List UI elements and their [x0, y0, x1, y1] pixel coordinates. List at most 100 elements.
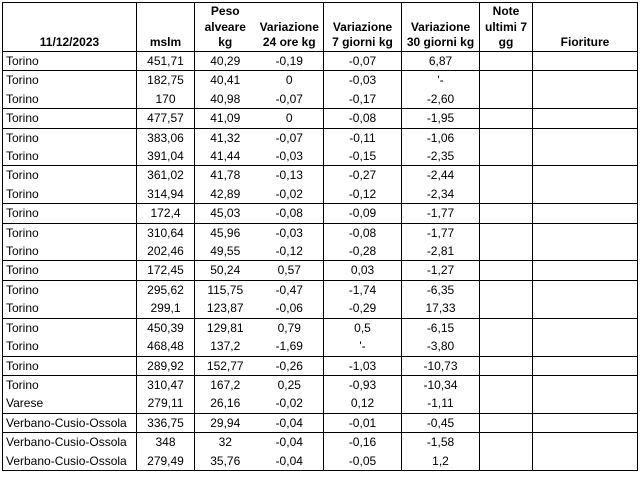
cell-peso-alveare-kg[interactable]: 152,77 [194, 355, 256, 376]
cell-location[interactable]: Verbano-Cusio-Ossola [6, 453, 127, 468]
cell-peso-alveare-kg[interactable]: 45,03 [194, 203, 256, 224]
cell-variazione-7-giorni-kg[interactable]: -0,08 [323, 222, 402, 243]
cell-fioriture[interactable] [532, 242, 638, 261]
cell-variazione-30-giorni-kg[interactable]: -3,80 [401, 337, 480, 356]
cell-variazione-24-ore-kg[interactable]: -0,07 [275, 91, 303, 106]
cell-variazione-24-ore-kg[interactable]: -0,19 [255, 50, 324, 71]
cell-note[interactable] [479, 451, 533, 471]
cell-location[interactable]: Torino [2, 127, 137, 148]
cell-variazione-24-ore-kg[interactable]: -0,47 [255, 279, 324, 300]
cell-variazione-24-ore-kg[interactable]: -0,04 [255, 412, 324, 433]
cell-note[interactable] [479, 222, 533, 243]
cell-fioriture[interactable] [532, 394, 638, 414]
cell-variazione-24-ore-kg[interactable]: -1,69 [275, 339, 303, 354]
cell-variazione-7-giorni-kg[interactable]: -0,27 [323, 165, 402, 185]
cell-variazione-30-giorni-kg[interactable]: 6,87 [401, 50, 480, 71]
cell-note[interactable] [479, 242, 533, 261]
cell-variazione-30-giorni-kg[interactable]: -0,45 [401, 412, 480, 433]
cell-fioriture[interactable] [532, 412, 638, 433]
cell-fioriture[interactable] [532, 70, 638, 90]
cell-variazione-24-ore-kg[interactable]: 0 [255, 108, 324, 129]
cell-peso-alveare-kg[interactable]: 40,98 [194, 89, 256, 109]
cell-mslm[interactable]: 391,04 [136, 147, 195, 166]
cell-variazione-7-giorni-kg[interactable]: -0,11 [323, 127, 402, 148]
cell-peso-alveare-kg[interactable]: 40,41 [194, 70, 256, 90]
cell-note[interactable] [479, 203, 533, 224]
cell-mslm[interactable]: 314,94 [136, 184, 195, 204]
cell-location[interactable]: Torino [2, 355, 137, 376]
cell-fioriture[interactable] [532, 108, 638, 129]
cell-location[interactable]: Verbano-Cusio-Ossola [2, 432, 137, 452]
cell-variazione-7-giorni-kg[interactable]: -0,01 [323, 412, 402, 433]
cell-fioriture[interactable] [532, 299, 638, 319]
cell-fioriture[interactable] [532, 279, 638, 300]
cell-peso-alveare-kg[interactable]: 40,29 [194, 50, 256, 71]
cell-peso-alveare-kg[interactable]: 129,81 [194, 317, 256, 338]
cell-location[interactable]: Varese [6, 396, 44, 411]
cell-fioriture[interactable] [532, 451, 638, 471]
cell-variazione-24-ore-kg[interactable]: 0 [255, 70, 324, 90]
cell-variazione-7-giorni-kg[interactable]: -0,93 [323, 374, 402, 395]
cell-variazione-24-ore-kg[interactable]: 0,57 [255, 260, 324, 281]
cell-variazione-7-giorni-kg[interactable]: -0,15 [323, 147, 402, 166]
cell-variazione-30-giorni-kg[interactable]: -1,58 [401, 432, 480, 452]
cell-variazione-24-ore-kg[interactable]: -0,03 [255, 222, 324, 243]
cell-peso-alveare-kg[interactable]: 45,96 [194, 222, 256, 243]
cell-peso-alveare-kg[interactable]: 35,76 [194, 451, 256, 471]
cell-note[interactable] [479, 299, 533, 319]
cell-variazione-30-giorni-kg[interactable]: -10,73 [401, 355, 480, 376]
cell-location[interactable]: Torino [6, 91, 39, 106]
cell-mslm[interactable]: 361,02 [136, 165, 195, 185]
cell-peso-alveare-kg[interactable]: 41,09 [194, 108, 256, 129]
cell-variazione-24-ore-kg[interactable]: -0,02 [275, 396, 303, 411]
cell-variazione-7-giorni-kg[interactable]: -0,29 [323, 299, 402, 319]
cell-peso-alveare-kg[interactable]: 49,55 [194, 242, 256, 261]
cell-location[interactable]: Verbano-Cusio-Ossola [2, 412, 137, 433]
cell-variazione-30-giorni-kg[interactable]: -1,27 [401, 260, 480, 281]
cell-fioriture[interactable] [532, 222, 638, 243]
cell-variazione-7-giorni-kg[interactable]: 0,03 [323, 260, 402, 281]
cell-fioriture[interactable] [532, 432, 638, 452]
cell-note[interactable] [479, 50, 533, 71]
cell-fioriture[interactable] [532, 50, 638, 71]
cell-peso-alveare-kg[interactable]: 41,32 [194, 127, 256, 148]
cell-variazione-7-giorni-kg[interactable]: 0,12 [323, 394, 402, 414]
header-note-ultimi-7-gg[interactable]: Note ultimi 7 gg [479, 2, 533, 52]
cell-peso-alveare-kg[interactable]: 29,94 [194, 412, 256, 433]
cell-note[interactable] [479, 127, 533, 148]
cell-note[interactable] [479, 412, 533, 433]
cell-fioriture[interactable] [532, 165, 638, 185]
cell-fioriture[interactable] [532, 337, 638, 356]
cell-variazione-7-giorni-kg[interactable]: -0,28 [323, 242, 402, 261]
cell-mslm[interactable]: 172,45 [136, 260, 195, 281]
header-date[interactable]: 11/12/2023 [2, 2, 137, 52]
cell-variazione-30-giorni-kg[interactable]: -1,77 [401, 222, 480, 243]
cell-fioriture[interactable] [532, 260, 638, 281]
cell-peso-alveare-kg[interactable]: 50,24 [194, 260, 256, 281]
cell-fioriture[interactable] [532, 147, 638, 166]
cell-mslm[interactable]: 289,92 [136, 355, 195, 376]
cell-variazione-24-ore-kg[interactable]: -0,12 [275, 244, 303, 259]
cell-variazione-30-giorni-kg[interactable]: -2,60 [401, 89, 480, 109]
cell-mslm[interactable]: 348 [136, 432, 195, 452]
cell-note[interactable] [479, 108, 533, 129]
header-mslm[interactable]: mslm [136, 2, 195, 52]
cell-variazione-24-ore-kg[interactable]: -0,26 [255, 355, 324, 376]
cell-location[interactable]: Torino [6, 339, 39, 354]
cell-variazione-30-giorni-kg[interactable]: -6,15 [401, 317, 480, 338]
cell-note[interactable] [479, 394, 533, 414]
cell-variazione-30-giorni-kg[interactable]: -2,81 [401, 242, 480, 261]
cell-mslm[interactable]: 477,57 [136, 108, 195, 129]
cell-location[interactable]: Torino [2, 70, 137, 90]
cell-variazione-24-ore-kg[interactable]: -0,04 [275, 453, 303, 468]
cell-variazione-7-giorni-kg[interactable]: 0,5 [323, 317, 402, 338]
cell-variazione-7-giorni-kg[interactable]: -0,16 [323, 432, 402, 452]
cell-variazione-24-ore-kg[interactable]: -0,07 [255, 127, 324, 148]
cell-mslm[interactable]: 279,49 [136, 451, 195, 471]
cell-location[interactable]: Torino [2, 165, 137, 185]
cell-fioriture[interactable] [532, 184, 638, 204]
cell-location[interactable]: Torino [2, 317, 137, 338]
cell-mslm[interactable]: 170 [136, 89, 195, 109]
cell-mslm[interactable]: 451,71 [136, 50, 195, 71]
cell-location[interactable]: Torino [2, 279, 137, 300]
